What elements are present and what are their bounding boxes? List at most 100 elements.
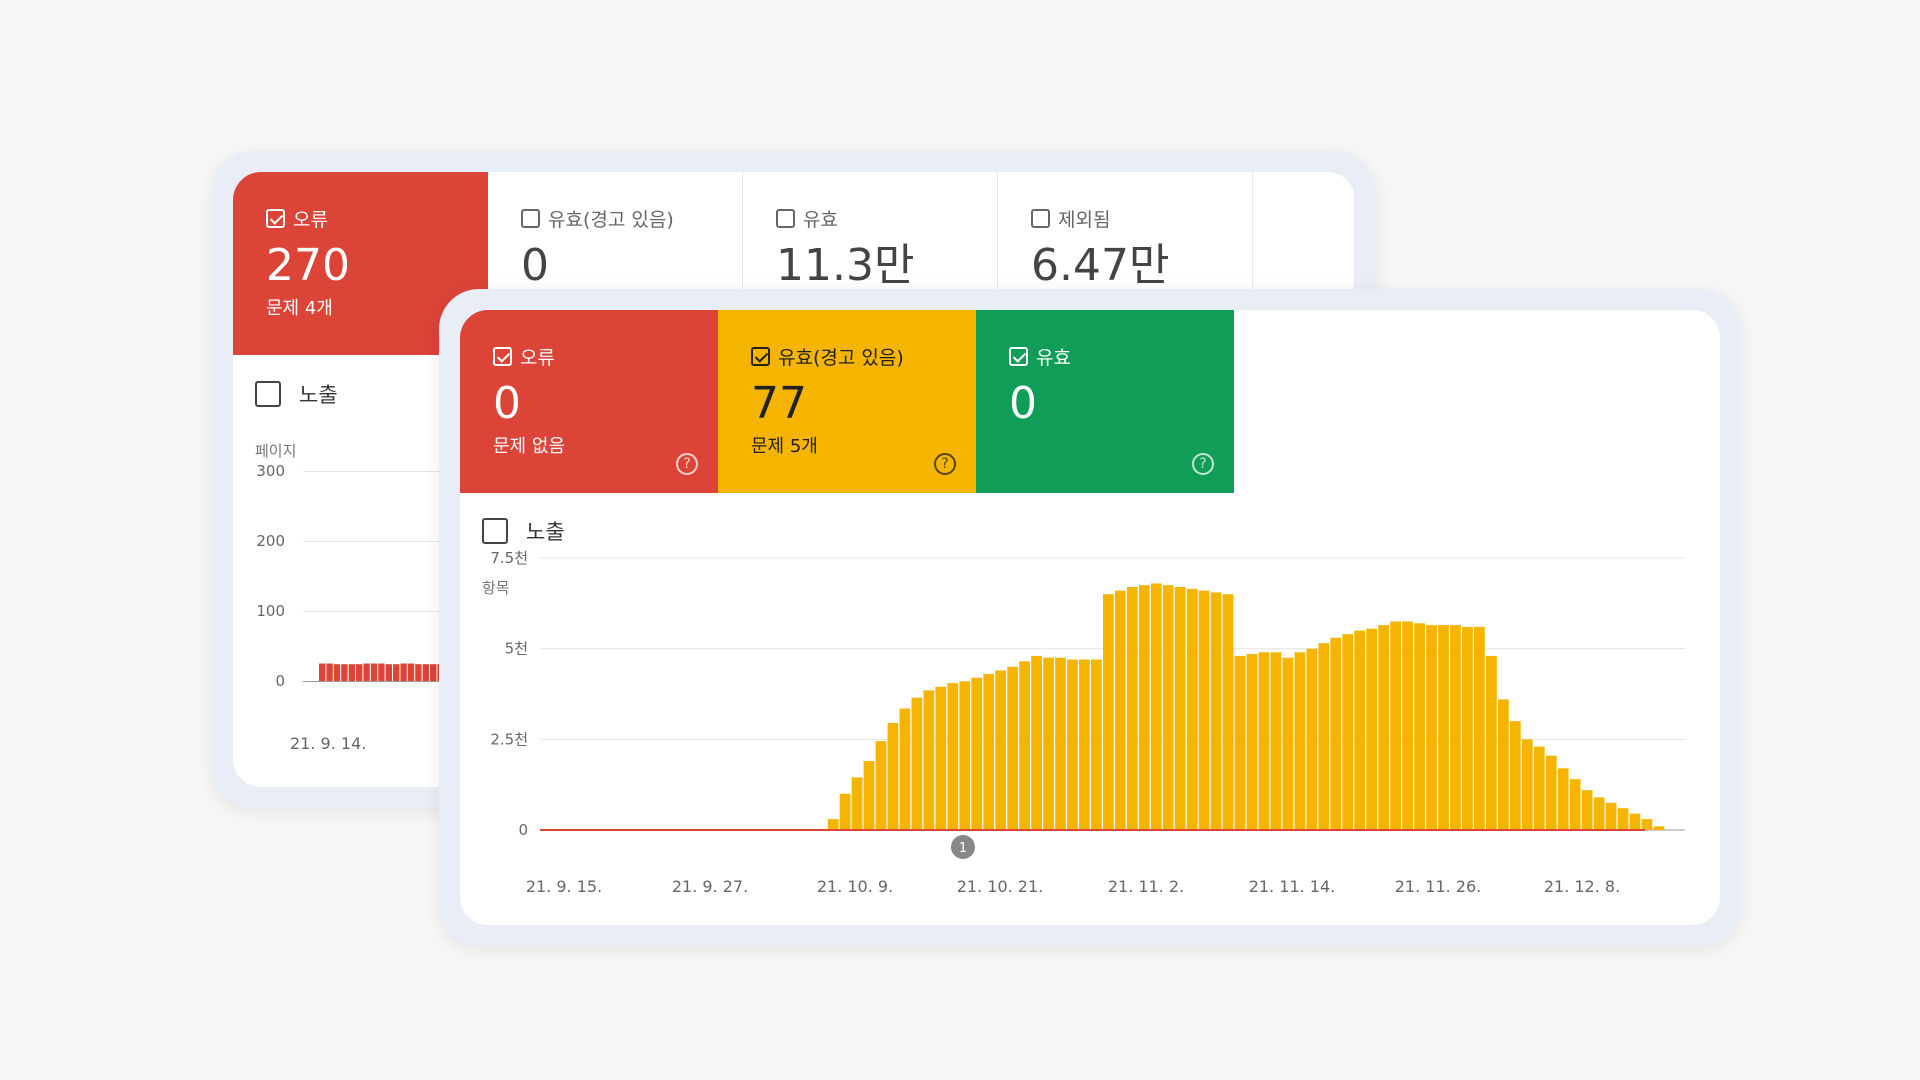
- chart-bar: [1366, 628, 1378, 830]
- chart-bar: [899, 708, 911, 830]
- tile-checkbox[interactable]: [776, 208, 795, 228]
- chart-bar: [1103, 594, 1114, 830]
- chart-bar: [887, 723, 899, 830]
- chart-bar: [1306, 648, 1318, 830]
- tile-checkbox[interactable]: [521, 208, 540, 228]
- chart-bar: [1462, 626, 1473, 830]
- tile-header: 유효(경고 있음): [521, 206, 742, 231]
- y-axis-title: 항목: [482, 579, 510, 597]
- chart-bar: [1521, 739, 1533, 830]
- y-tick: 0: [275, 672, 285, 690]
- tile-label: 유효: [1036, 346, 1071, 369]
- chart-bar: [1055, 657, 1066, 830]
- tile-header: 유효: [1009, 344, 1234, 369]
- chart-bar: [983, 674, 995, 830]
- chart-bar: [851, 777, 863, 830]
- chart-bar: [1342, 634, 1354, 830]
- tile-checkbox[interactable]: [1009, 346, 1028, 366]
- chart-bar: [415, 664, 422, 681]
- status-tile-2[interactable]: 유효 0?: [976, 310, 1234, 493]
- tile-label: 오류: [520, 346, 555, 369]
- chart-bar: [1318, 643, 1330, 830]
- chart-bar: [1246, 654, 1258, 830]
- front-report-panel: 오류 0 문제 없음? 유효(경고 있음) 77 문제 5개? 유효 0? 노출 항목 7.5…: [460, 310, 1720, 925]
- tile-checkbox[interactable]: [266, 208, 285, 228]
- chart-bar: [1270, 652, 1282, 830]
- chart-bar: [1545, 755, 1557, 830]
- chart-bar: [1509, 721, 1521, 830]
- y-tick-label: 0: [518, 821, 528, 839]
- gridline: [303, 471, 523, 472]
- chart-bar: [407, 663, 415, 681]
- tile-subtext: 문제 4개: [266, 298, 333, 319]
- chart-bar: [370, 663, 378, 681]
- chart-bar: [875, 741, 887, 830]
- y-axis-title: 페이지: [255, 442, 297, 460]
- tile-checkbox[interactable]: [1031, 208, 1050, 228]
- chart-bar: [326, 663, 333, 681]
- tile-value: 0: [493, 378, 521, 429]
- x-axis-baseline: [303, 681, 523, 682]
- chart-bar: [1007, 666, 1019, 830]
- chart-bar: [356, 664, 363, 681]
- impressions-toggle[interactable]: 노출: [482, 516, 565, 546]
- chart-bar: [1067, 659, 1078, 830]
- help-icon[interactable]: ?: [934, 453, 956, 475]
- tile-header: 오류: [493, 344, 718, 369]
- x-tick-label: 21. 11. 14.: [1249, 877, 1336, 896]
- tile-checkbox[interactable]: [493, 346, 512, 366]
- y-tick: 100: [256, 602, 285, 620]
- chart-bar: [1617, 808, 1629, 830]
- chart-bar: [1593, 797, 1605, 830]
- chart-bar: [1186, 588, 1198, 830]
- chart-bar: [1234, 655, 1246, 830]
- x-tick-label: 21. 10. 9.: [817, 877, 893, 896]
- chart-bar: [827, 819, 839, 830]
- impressions-toggle[interactable]: 노출: [255, 379, 338, 409]
- impressions-checkbox[interactable]: [482, 518, 508, 544]
- tile-value: 77: [751, 378, 807, 429]
- chart-bar: [1019, 661, 1030, 830]
- tile-label: 유효(경고 있음): [548, 208, 674, 231]
- front-report-card: 오류 0 문제 없음? 유효(경고 있음) 77 문제 5개? 유효 0? 노출 항목 7.5…: [439, 289, 1741, 946]
- y-tick-label: 2.5천: [490, 730, 528, 748]
- tile-label: 오류: [293, 208, 328, 231]
- impressions-checkbox[interactable]: [255, 381, 281, 407]
- chart-bar: [393, 664, 400, 681]
- tile-label: 유효(경고 있음): [778, 346, 904, 369]
- chart-bar: [1485, 655, 1497, 830]
- chart-bar: [923, 690, 935, 830]
- help-icon[interactable]: ?: [1192, 453, 1214, 475]
- x-tick-label: 21. 9. 27.: [672, 877, 748, 896]
- chart-bar: [1569, 779, 1581, 830]
- tile-checkbox[interactable]: [751, 346, 770, 366]
- chart-bar: [1557, 768, 1569, 830]
- chart-bar: [348, 664, 355, 681]
- chart-bar: [971, 677, 983, 830]
- chart-bar: [1126, 587, 1138, 830]
- x-tick-label: 21. 12. 8.: [1544, 877, 1620, 896]
- x-tick: 21. 9. 14.: [290, 734, 367, 753]
- status-tile-1[interactable]: 유효(경고 있음) 77 문제 5개?: [718, 310, 976, 493]
- impressions-label: 노출: [526, 520, 565, 544]
- chart-bar: [422, 664, 429, 681]
- chart-bar: [1162, 585, 1174, 830]
- chart-bar: [1474, 626, 1485, 830]
- gridline: [303, 611, 523, 612]
- chart-bar: [1438, 625, 1449, 830]
- status-tile-0[interactable]: 오류 0 문제 없음?: [460, 310, 718, 493]
- help-icon[interactable]: ?: [676, 453, 698, 475]
- chart-bar: [1390, 621, 1401, 830]
- chart-bar: [400, 663, 407, 681]
- chart-bar: [1079, 659, 1090, 830]
- chart-bar: [1629, 813, 1641, 830]
- chart-bar: [1533, 746, 1545, 830]
- tile-value: 270: [266, 240, 350, 291]
- tile-subtext: 문제 5개: [751, 436, 818, 457]
- annotation-marker[interactable]: 1: [951, 835, 975, 859]
- chart-bar: [1378, 625, 1390, 830]
- chart-bar: [1150, 583, 1162, 830]
- chart-bar: [319, 663, 326, 681]
- chart-bar: [1402, 621, 1413, 830]
- chart-bar: [1282, 657, 1294, 830]
